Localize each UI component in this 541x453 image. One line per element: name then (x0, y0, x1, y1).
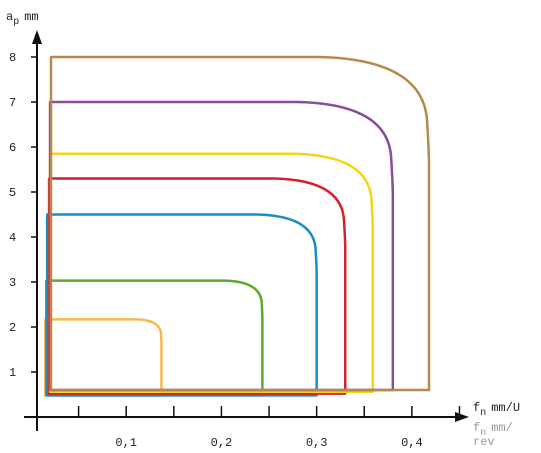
x-axis-title-secondary-line2: rev (473, 435, 495, 449)
axes: 1 2 3 4 5 6 7 8 0,1 0,2 0,3 0,4 (9, 30, 469, 450)
series-line-7 (49, 55, 431, 392)
y-axis-title-main: a (6, 10, 13, 24)
y-tick-label: 1 (9, 366, 16, 380)
x-ticks: 0,1 0,2 0,3 0,4 (77, 406, 461, 450)
x-axis-arrow (455, 412, 469, 422)
series-line-2 (44, 279, 264, 397)
y-tick-label: 6 (9, 141, 16, 155)
x-tick-label: 0,2 (211, 436, 233, 450)
y-axis-arrow (32, 30, 42, 44)
x-axis-title-unit: mm/U (491, 401, 520, 415)
x-tick-label: 0,1 (115, 436, 137, 450)
x-tick-label: 0,4 (401, 436, 423, 450)
series-line-3 (45, 213, 318, 397)
y-axis-title-unit: mm (24, 10, 38, 24)
x-axis-title-secondary-unit: mm/ (491, 421, 513, 435)
x-axis-title: fn mm/U (473, 401, 520, 419)
series-line-5 (48, 152, 375, 394)
series-line-4 (47, 177, 347, 395)
y-tick-label: 2 (9, 321, 16, 335)
y-axis-title: ap mm (6, 10, 39, 28)
y-axis-title-sub: p (13, 17, 19, 28)
x-axis-title-sub: n (480, 408, 486, 419)
series-line-6 (48, 100, 395, 392)
x-axis-title-main: f (473, 401, 480, 415)
x-axis-title-secondary: fn mm/ (473, 421, 513, 439)
y-ticks: 1 2 3 4 5 6 7 8 (9, 51, 37, 380)
y-tick-label: 3 (9, 276, 16, 290)
y-tick-label: 8 (9, 51, 16, 65)
y-tick-label: 7 (9, 96, 16, 110)
x-axis-title-secondary-sub: n (480, 428, 486, 439)
x-axis-title-secondary-main: f (473, 421, 480, 435)
series-line-1 (44, 318, 163, 397)
x-tick-label: 0,3 (306, 436, 328, 450)
y-tick-label: 4 (9, 231, 16, 245)
y-tick-label: 5 (9, 186, 16, 200)
plot-area (44, 55, 431, 397)
